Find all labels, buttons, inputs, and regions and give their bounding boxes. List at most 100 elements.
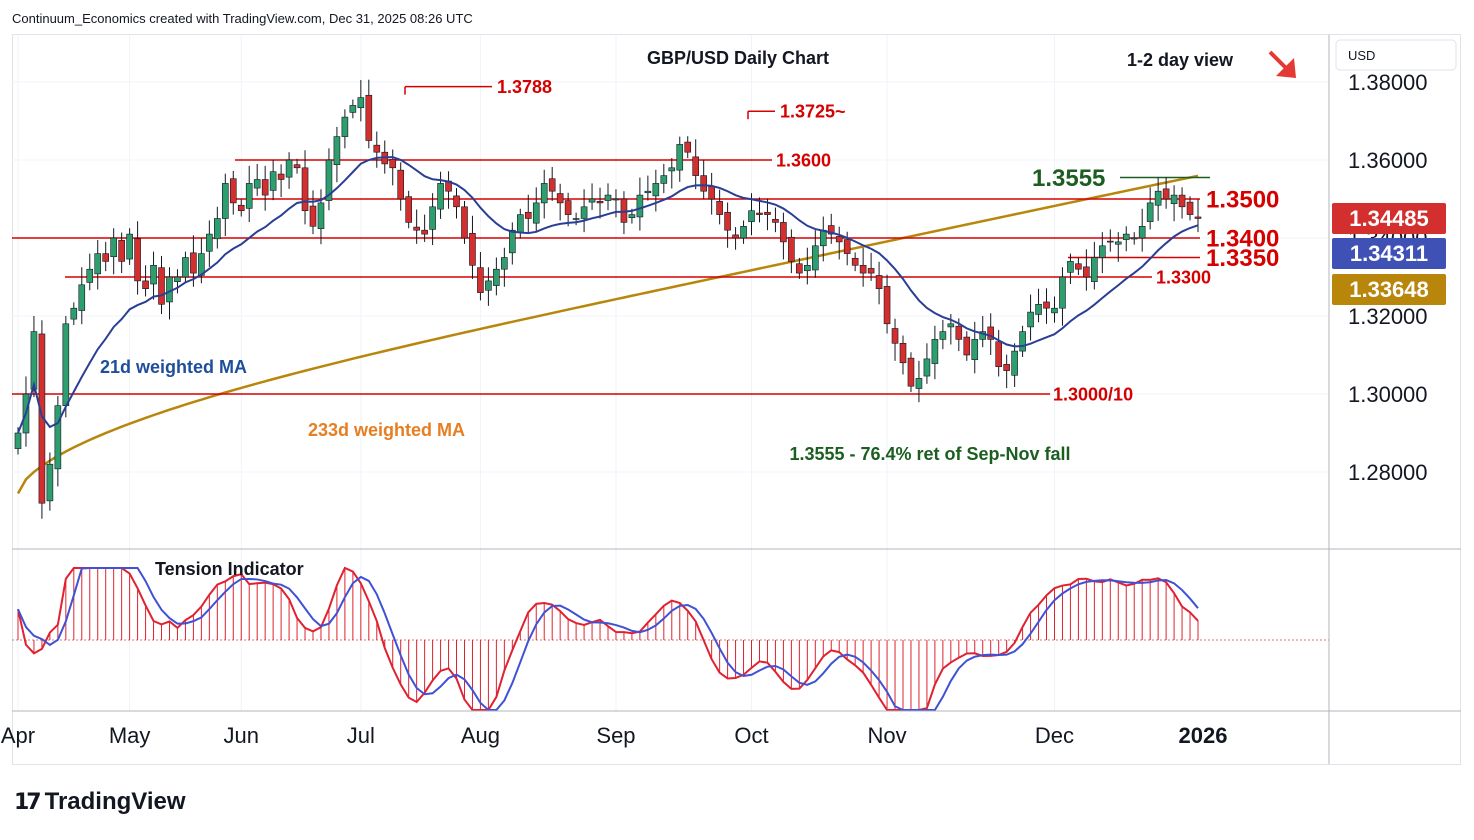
candle[interactable]	[485, 280, 492, 291]
tradingview-logo[interactable]: 17 TradingView	[14, 788, 186, 816]
candle[interactable]	[261, 179, 269, 196]
candle[interactable]	[859, 264, 867, 274]
candle[interactable]	[269, 171, 277, 191]
candle[interactable]	[501, 257, 508, 270]
candle[interactable]	[317, 202, 325, 229]
candle[interactable]	[732, 234, 739, 239]
candle[interactable]	[206, 233, 213, 252]
candle[interactable]	[588, 198, 596, 203]
candle[interactable]	[1162, 188, 1170, 200]
candle[interactable]	[221, 183, 229, 219]
candle[interactable]	[397, 169, 405, 200]
candle[interactable]	[995, 341, 1002, 367]
candle[interactable]	[158, 267, 165, 305]
candle[interactable]	[1067, 261, 1074, 273]
candle[interactable]	[293, 164, 301, 169]
candle[interactable]	[660, 175, 668, 184]
candle[interactable]	[102, 253, 110, 262]
candle[interactable]	[931, 339, 939, 364]
candle[interactable]	[1114, 241, 1122, 245]
candle[interactable]	[333, 136, 341, 165]
candle[interactable]	[30, 331, 38, 390]
candle[interactable]	[285, 159, 293, 178]
candle[interactable]	[979, 331, 987, 340]
candle[interactable]	[413, 226, 420, 231]
candle[interactable]	[46, 463, 54, 502]
candle[interactable]	[1186, 201, 1194, 215]
candle[interactable]	[349, 105, 357, 113]
candle[interactable]	[596, 201, 604, 204]
candle[interactable]	[174, 276, 181, 282]
candle[interactable]	[580, 206, 588, 219]
candle[interactable]	[1059, 276, 1066, 309]
candle[interactable]	[453, 195, 460, 208]
candle[interactable]	[373, 144, 381, 153]
candle[interactable]	[668, 167, 676, 172]
candle[interactable]	[1027, 311, 1034, 328]
candle[interactable]	[461, 206, 468, 239]
candle[interactable]	[1051, 307, 1058, 314]
candle[interactable]	[772, 218, 779, 223]
candle[interactable]	[405, 196, 412, 223]
candle[interactable]	[748, 210, 755, 222]
candle[interactable]	[1091, 257, 1098, 282]
candle[interactable]	[1138, 226, 1146, 239]
candle[interactable]	[915, 378, 923, 389]
candle[interactable]	[237, 204, 245, 212]
candle[interactable]	[692, 156, 700, 176]
candle[interactable]	[835, 236, 843, 243]
candle[interactable]	[907, 357, 915, 387]
candle[interactable]	[883, 286, 891, 325]
candle[interactable]	[516, 214, 524, 233]
candle[interactable]	[1170, 194, 1178, 204]
currency-button[interactable]	[1335, 39, 1457, 71]
candle[interactable]	[1130, 237, 1138, 240]
candle[interactable]	[827, 225, 835, 235]
candle[interactable]	[1003, 364, 1010, 371]
candle[interactable]	[469, 233, 476, 266]
candle[interactable]	[182, 257, 189, 278]
candle[interactable]	[524, 211, 532, 219]
candle[interactable]	[564, 200, 572, 215]
candle[interactable]	[764, 211, 771, 215]
candle[interactable]	[429, 206, 436, 230]
candle[interactable]	[796, 263, 803, 274]
candle[interactable]	[644, 190, 652, 194]
candle[interactable]	[1178, 194, 1186, 208]
candle[interactable]	[1011, 350, 1018, 376]
candle[interactable]	[1075, 263, 1082, 270]
candle[interactable]	[54, 405, 62, 470]
candle[interactable]	[38, 333, 46, 504]
candle[interactable]	[86, 268, 94, 283]
candle[interactable]	[724, 211, 731, 231]
candle[interactable]	[540, 183, 548, 204]
candle[interactable]	[652, 183, 660, 197]
candle[interactable]	[277, 173, 285, 180]
candle[interactable]	[756, 212, 763, 215]
candle[interactable]	[867, 268, 875, 274]
candle[interactable]	[947, 323, 955, 328]
candle[interactable]	[572, 218, 580, 220]
candle[interactable]	[118, 240, 125, 262]
candle[interactable]	[62, 323, 70, 406]
candle[interactable]	[134, 238, 141, 282]
candle[interactable]	[1035, 303, 1042, 315]
candle[interactable]	[811, 245, 819, 271]
candle[interactable]	[150, 264, 157, 285]
candle[interactable]	[684, 141, 692, 153]
candle[interactable]	[604, 194, 612, 201]
candle[interactable]	[126, 233, 133, 260]
candle[interactable]	[309, 205, 317, 227]
candle[interactable]	[1083, 266, 1090, 278]
candle[interactable]	[1043, 301, 1050, 309]
candle[interactable]	[110, 237, 117, 258]
candle[interactable]	[788, 236, 795, 262]
candle[interactable]	[875, 275, 883, 290]
candle[interactable]	[341, 116, 349, 137]
candle[interactable]	[740, 226, 747, 239]
candle[interactable]	[628, 214, 636, 219]
candle[interactable]	[987, 326, 995, 340]
candle[interactable]	[780, 222, 787, 243]
candle[interactable]	[245, 183, 253, 209]
